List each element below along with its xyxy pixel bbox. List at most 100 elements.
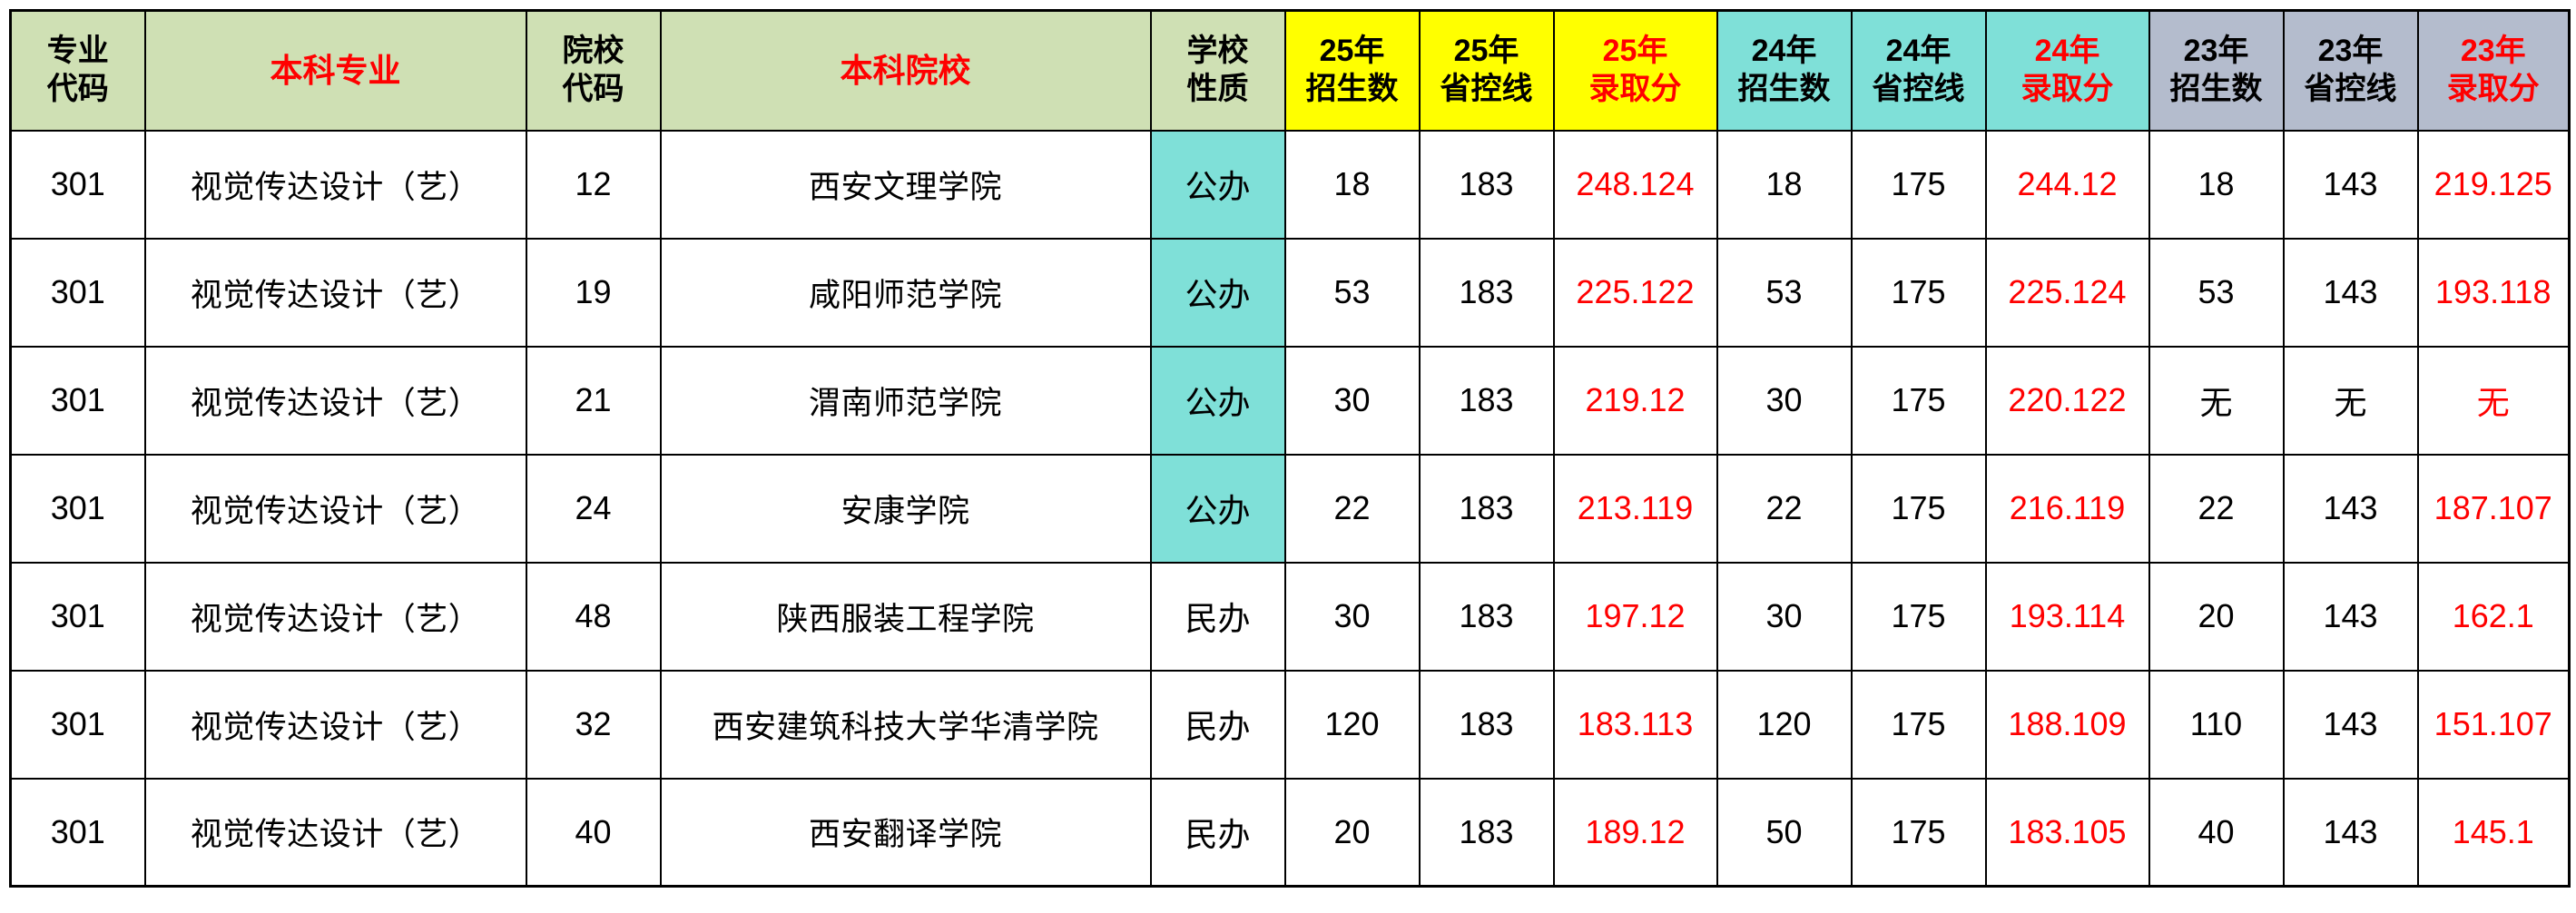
cell-y25_score[interactable]: 189.12 xyxy=(1552,777,1718,888)
cell-y23_plan[interactable]: 20 xyxy=(2148,561,2285,672)
cell-y24_line[interactable]: 175 xyxy=(1850,453,1987,564)
header-cell-y23_score[interactable]: 23年 录取分 xyxy=(2416,9,2571,132)
cell-y23_line[interactable]: 143 xyxy=(2282,777,2419,888)
header-cell-y25_score[interactable]: 25年 录取分 xyxy=(1552,9,1718,132)
header-cell-y25_plan[interactable]: 25年 招生数 xyxy=(1283,9,1421,132)
cell-major_code[interactable]: 301 xyxy=(9,129,146,240)
cell-y24_plan[interactable]: 50 xyxy=(1716,777,1853,888)
cell-school_name[interactable]: 西安建筑科技大学华清学院 xyxy=(659,669,1152,780)
cell-y25_score[interactable]: 219.12 xyxy=(1552,345,1718,456)
cell-y24_line[interactable]: 175 xyxy=(1850,345,1987,456)
cell-school_code[interactable]: 21 xyxy=(525,345,662,456)
cell-y23_plan[interactable]: 40 xyxy=(2148,777,2285,888)
cell-y23_line[interactable]: 143 xyxy=(2282,669,2419,780)
cell-y25_score[interactable]: 183.113 xyxy=(1552,669,1718,780)
cell-y23_plan[interactable]: 110 xyxy=(2148,669,2285,780)
cell-y24_line[interactable]: 175 xyxy=(1850,561,1987,672)
cell-school_code[interactable]: 32 xyxy=(525,669,662,780)
cell-y24_score[interactable]: 244.12 xyxy=(1984,129,2150,240)
cell-school_code[interactable]: 24 xyxy=(525,453,662,564)
cell-y23_line[interactable]: 143 xyxy=(2282,453,2419,564)
cell-y25_score[interactable]: 248.124 xyxy=(1552,129,1718,240)
table-row[interactable]: 301 视觉传达设计（艺） 12 西安文理学院 公办 18 183 248.124 18 175 2… xyxy=(9,129,2571,240)
cell-y24_score[interactable]: 225.124 xyxy=(1984,237,2150,348)
header-cell-y23_plan[interactable]: 23年 招生数 xyxy=(2148,9,2285,132)
table-row[interactable]: 301 视觉传达设计（艺） 48 陕西服装工程学院 民办 30 183 197.12 30 175… xyxy=(9,561,2571,672)
cell-school_name[interactable]: 陕西服装工程学院 xyxy=(659,561,1152,672)
cell-y25_plan[interactable]: 120 xyxy=(1283,669,1421,780)
cell-school_code[interactable]: 48 xyxy=(525,561,662,672)
cell-major_code[interactable]: 301 xyxy=(9,453,146,564)
cell-y23_line[interactable]: 143 xyxy=(2282,237,2419,348)
cell-y24_plan[interactable]: 30 xyxy=(1716,561,1853,672)
cell-y23_score[interactable]: 219.125 xyxy=(2416,129,2571,240)
cell-y24_score[interactable]: 183.105 xyxy=(1984,777,2150,888)
cell-y23_plan[interactable]: 53 xyxy=(2148,237,2285,348)
table-row[interactable]: 301 视觉传达设计（艺） 32 西安建筑科技大学华清学院 民办 120 183 183.11… xyxy=(9,669,2571,780)
table-row[interactable]: 301 视觉传达设计（艺） 21 渭南师范学院 公办 30 183 219.12 30 175 22… xyxy=(9,345,2571,456)
cell-y25_plan[interactable]: 18 xyxy=(1283,129,1421,240)
cell-y24_line[interactable]: 175 xyxy=(1850,129,1987,240)
cell-y23_line[interactable]: 143 xyxy=(2282,561,2419,672)
header-cell-y25_line[interactable]: 25年 省控线 xyxy=(1418,9,1555,132)
cell-major_code[interactable]: 301 xyxy=(9,345,146,456)
cell-y25_line[interactable]: 183 xyxy=(1418,453,1555,564)
cell-major_code[interactable]: 301 xyxy=(9,237,146,348)
cell-y23_score[interactable]: 187.107 xyxy=(2416,453,2571,564)
cell-major_name[interactable]: 视觉传达设计（艺） xyxy=(143,777,527,888)
cell-y23_score[interactable]: 无 xyxy=(2416,345,2571,456)
cell-major_name[interactable]: 视觉传达设计（艺） xyxy=(143,561,527,672)
cell-y23_plan[interactable]: 22 xyxy=(2148,453,2285,564)
cell-y24_line[interactable]: 175 xyxy=(1850,777,1987,888)
header-cell-major_code[interactable]: 专业 代码 xyxy=(9,9,146,132)
cell-major_code[interactable]: 301 xyxy=(9,777,146,888)
cell-school_code[interactable]: 40 xyxy=(525,777,662,888)
cell-school_nature[interactable]: 公办 xyxy=(1149,237,1286,348)
cell-major_code[interactable]: 301 xyxy=(9,669,146,780)
cell-y24_plan[interactable]: 22 xyxy=(1716,453,1853,564)
cell-y24_plan[interactable]: 18 xyxy=(1716,129,1853,240)
cell-y23_line[interactable]: 无 xyxy=(2282,345,2419,456)
cell-y25_plan[interactable]: 30 xyxy=(1283,345,1421,456)
cell-y23_line[interactable]: 143 xyxy=(2282,129,2419,240)
cell-y24_score[interactable]: 216.119 xyxy=(1984,453,2150,564)
cell-y25_line[interactable]: 183 xyxy=(1418,561,1555,672)
header-cell-y24_plan[interactable]: 24年 招生数 xyxy=(1716,9,1853,132)
cell-y25_score[interactable]: 213.119 xyxy=(1552,453,1718,564)
cell-y23_plan[interactable]: 18 xyxy=(2148,129,2285,240)
cell-y24_score[interactable]: 188.109 xyxy=(1984,669,2150,780)
cell-school_nature[interactable]: 公办 xyxy=(1149,345,1286,456)
header-cell-school_code[interactable]: 院校 代码 xyxy=(525,9,662,132)
cell-major_name[interactable]: 视觉传达设计（艺） xyxy=(143,237,527,348)
cell-y25_score[interactable]: 197.12 xyxy=(1552,561,1718,672)
cell-school_code[interactable]: 19 xyxy=(525,237,662,348)
cell-y25_plan[interactable]: 22 xyxy=(1283,453,1421,564)
cell-y25_line[interactable]: 183 xyxy=(1418,129,1555,240)
cell-major_name[interactable]: 视觉传达设计（艺） xyxy=(143,345,527,456)
cell-major_name[interactable]: 视觉传达设计（艺） xyxy=(143,129,527,240)
cell-y24_plan[interactable]: 30 xyxy=(1716,345,1853,456)
cell-y25_line[interactable]: 183 xyxy=(1418,345,1555,456)
cell-y24_score[interactable]: 220.122 xyxy=(1984,345,2150,456)
header-cell-y23_line[interactable]: 23年 省控线 xyxy=(2282,9,2419,132)
cell-y23_score[interactable]: 151.107 xyxy=(2416,669,2571,780)
header-cell-school_name[interactable]: 本科院校 xyxy=(659,9,1152,132)
cell-school_nature[interactable]: 民办 xyxy=(1149,777,1286,888)
header-cell-y24_score[interactable]: 24年 录取分 xyxy=(1984,9,2150,132)
cell-y25_line[interactable]: 183 xyxy=(1418,777,1555,888)
cell-y25_plan[interactable]: 30 xyxy=(1283,561,1421,672)
header-cell-major_name[interactable]: 本科专业 xyxy=(143,9,527,132)
cell-y24_plan[interactable]: 53 xyxy=(1716,237,1853,348)
cell-school_nature[interactable]: 民办 xyxy=(1149,669,1286,780)
cell-y25_score[interactable]: 225.122 xyxy=(1552,237,1718,348)
cell-school_nature[interactable]: 公办 xyxy=(1149,453,1286,564)
cell-school_nature[interactable]: 民办 xyxy=(1149,561,1286,672)
cell-y25_plan[interactable]: 20 xyxy=(1283,777,1421,888)
cell-y25_plan[interactable]: 53 xyxy=(1283,237,1421,348)
header-cell-school_nature[interactable]: 学校 性质 xyxy=(1149,9,1286,132)
cell-y23_score[interactable]: 145.1 xyxy=(2416,777,2571,888)
cell-major_name[interactable]: 视觉传达设计（艺） xyxy=(143,453,527,564)
cell-y23_score[interactable]: 162.1 xyxy=(2416,561,2571,672)
cell-y23_plan[interactable]: 无 xyxy=(2148,345,2285,456)
cell-school_code[interactable]: 12 xyxy=(525,129,662,240)
